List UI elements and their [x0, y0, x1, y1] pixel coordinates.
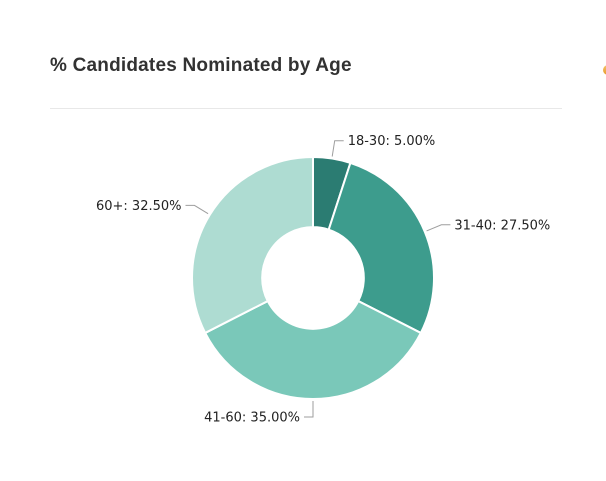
floating-action-button[interactable] — [603, 65, 606, 75]
pie-slice-60+[interactable] — [191, 156, 314, 334]
slice-label-31-40: 31-40: 27.50% — [454, 218, 550, 233]
slice-label-18-30: 18-30: 5.00% — [348, 134, 436, 149]
label-connector-31-40 — [426, 224, 451, 232]
label-connector-60+ — [185, 204, 209, 215]
pie-slice-41-60[interactable] — [204, 300, 422, 400]
divider — [50, 108, 562, 109]
slice-label-41-60: 41-60: 35.00% — [204, 411, 300, 426]
label-connector-41-60 — [304, 401, 314, 418]
label-connector-18-30 — [331, 140, 344, 157]
slice-label-60+: 60+: 32.50% — [96, 199, 182, 214]
pie-slice-31-40[interactable] — [327, 161, 435, 334]
page-title: % Candidates Nominated by Age — [50, 55, 352, 76]
